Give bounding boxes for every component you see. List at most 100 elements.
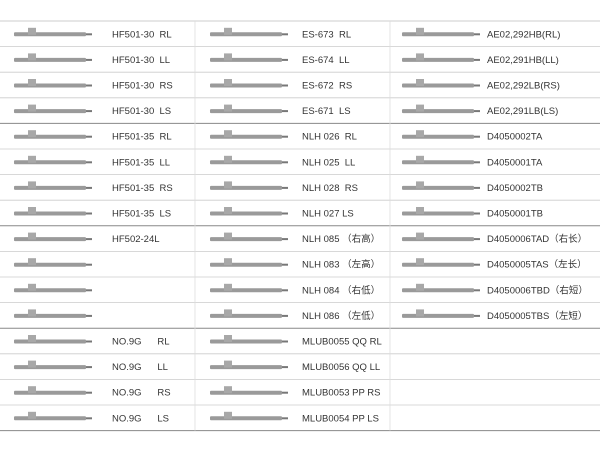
- part-image-tip: [474, 110, 480, 113]
- part-code: AE02,291HB(LL): [487, 55, 559, 66]
- part-image-tip: [282, 110, 288, 113]
- part-image-body: [14, 211, 86, 216]
- part-image-tab: [416, 79, 424, 86]
- part-image-tab: [28, 258, 36, 266]
- part-image-tip: [86, 212, 92, 215]
- part-image-body: [210, 313, 282, 318]
- part-code: AE02,292HB(RL): [487, 29, 560, 40]
- part-image-body: [14, 185, 86, 190]
- part-image-tip: [86, 391, 92, 394]
- part-image-tab: [224, 411, 232, 419]
- part-code: D4050005TBS（左短）: [487, 310, 587, 322]
- part-code: HF501-30 RS: [112, 81, 173, 92]
- part-image-tab: [224, 232, 232, 240]
- part-image-body: [402, 83, 474, 88]
- part-image-body: [210, 237, 282, 242]
- part-code: HF501-35 RL: [112, 132, 172, 143]
- part-image-tab: [224, 360, 232, 368]
- part-image-body: [14, 313, 86, 318]
- part-image-body: [14, 32, 86, 37]
- part-code: MLUB0056 QQ LL: [302, 362, 380, 373]
- part-code: D4050002TB: [487, 183, 543, 194]
- part-image-tip: [86, 110, 92, 113]
- part-code: ES-674 LL: [302, 55, 350, 66]
- part-image-tip: [86, 263, 92, 266]
- part-code: MLUB0053 PP RS: [302, 388, 381, 399]
- part-image-tab: [416, 232, 424, 240]
- part-image-tab: [224, 283, 232, 291]
- part-image-tab: [224, 27, 232, 35]
- part-image-body: [210, 185, 282, 190]
- part-image-body: [402, 160, 474, 165]
- part-image-body: [210, 160, 282, 165]
- part-image-body: [14, 57, 86, 62]
- part-code: D4050001TA: [487, 157, 543, 168]
- part-image-tab: [416, 130, 424, 138]
- part-image-tab: [416, 181, 424, 189]
- part-image-tab: [416, 207, 424, 214]
- part-image-tab: [28, 232, 36, 240]
- part-image-tab: [224, 181, 232, 189]
- part-code: D4050001TB: [487, 209, 543, 220]
- part-image-tip: [474, 135, 480, 138]
- part-image-tab: [28, 335, 36, 342]
- part-image-tip: [282, 238, 288, 241]
- part-image-body: [402, 57, 474, 62]
- part-image-body: [402, 288, 474, 293]
- part-image-body: [210, 211, 282, 216]
- part-image-tab: [28, 79, 36, 86]
- part-code: HF501-30 LS: [112, 106, 171, 117]
- part-image-body: [14, 237, 86, 242]
- part-image-tip: [86, 238, 92, 241]
- part-code: ES-673 RL: [302, 29, 351, 40]
- part-image-tip: [282, 58, 288, 61]
- part-code: NO.9G RL: [112, 337, 170, 348]
- part-image-tip: [282, 417, 288, 420]
- part-image-body: [210, 57, 282, 62]
- part-image-tip: [86, 33, 92, 36]
- part-code: D4050006TAD（右长）: [487, 233, 587, 245]
- part-image-tab: [28, 283, 36, 291]
- part-image-tip: [86, 161, 92, 164]
- part-code: NLH 028 RS: [302, 183, 358, 194]
- part-image-tip: [474, 314, 480, 317]
- part-image-tip: [282, 314, 288, 317]
- part-image-tip: [474, 212, 480, 215]
- part-image-tab: [416, 27, 424, 35]
- part-image-tab: [28, 130, 36, 138]
- part-image-body: [402, 109, 474, 114]
- part-image-body: [210, 339, 282, 344]
- part-code: ES-672 RS: [302, 81, 352, 92]
- part-code: HF501-30 RL: [112, 29, 172, 40]
- part-image-tip: [86, 84, 92, 87]
- part-image-tab: [28, 360, 36, 368]
- part-image-tip: [86, 417, 92, 420]
- part-image-tab: [28, 27, 36, 35]
- part-code: D4050005TAS（左长）: [487, 259, 587, 271]
- part-image-tab: [224, 258, 232, 266]
- part-code: D4050006TBD（右短）: [487, 284, 588, 296]
- part-image-tip: [282, 289, 288, 292]
- part-image-tab: [28, 104, 36, 112]
- part-code: MLUB0054 PP LS: [302, 413, 379, 424]
- part-image-body: [14, 134, 86, 139]
- part-code: NO.9G LL: [112, 362, 168, 373]
- part-image-body: [210, 109, 282, 114]
- part-code: NLH 025 LL: [302, 157, 355, 168]
- part-image-body: [14, 160, 86, 165]
- part-image-tip: [86, 58, 92, 61]
- part-image-tip: [86, 135, 92, 138]
- part-image-body: [402, 262, 474, 267]
- part-code: NLH 086 （左低）: [302, 310, 380, 322]
- part-image-tip: [282, 84, 288, 87]
- part-code: NLH 026 RL: [302, 132, 357, 143]
- part-image-tip: [474, 289, 480, 292]
- part-image-tip: [86, 314, 92, 317]
- part-image-body: [402, 134, 474, 139]
- part-image-body: [14, 390, 86, 395]
- part-image-tip: [474, 161, 480, 164]
- part-image-tab: [416, 283, 424, 291]
- part-image-tab: [28, 53, 36, 61]
- part-code: NLH 027 LS: [302, 209, 354, 220]
